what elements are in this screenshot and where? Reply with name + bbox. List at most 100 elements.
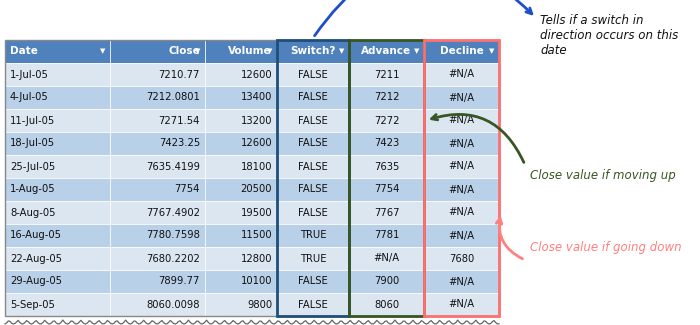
Bar <box>349 178 424 201</box>
Bar <box>424 224 499 247</box>
Text: 7680: 7680 <box>449 254 474 264</box>
Text: 10100: 10100 <box>241 277 272 287</box>
Text: 20500: 20500 <box>241 185 272 194</box>
Bar <box>110 247 205 270</box>
Text: 7212.0801: 7212.0801 <box>146 93 200 102</box>
Bar <box>424 86 499 109</box>
Text: TRUE: TRUE <box>300 254 326 264</box>
Text: 5-Sep-05: 5-Sep-05 <box>10 300 55 309</box>
Text: 18-Jul-05: 18-Jul-05 <box>10 138 55 149</box>
Bar <box>110 201 205 224</box>
Text: 12600: 12600 <box>240 138 272 149</box>
Text: #N/A: #N/A <box>449 70 475 80</box>
Text: FALSE: FALSE <box>298 300 328 309</box>
Bar <box>349 270 424 293</box>
Text: 7781: 7781 <box>374 230 399 240</box>
Text: Close: Close <box>168 46 200 57</box>
Bar <box>277 178 349 201</box>
Bar <box>110 109 205 132</box>
Text: 7211: 7211 <box>374 70 399 80</box>
Bar <box>110 40 205 63</box>
Text: 7423: 7423 <box>374 138 399 149</box>
Bar <box>205 270 277 293</box>
Bar <box>5 132 110 155</box>
Text: 1-Aug-05: 1-Aug-05 <box>10 185 55 194</box>
Bar <box>424 293 499 316</box>
Text: 13400: 13400 <box>241 93 272 102</box>
Bar <box>277 155 349 178</box>
Text: Advance: Advance <box>361 46 412 57</box>
Text: 18100: 18100 <box>241 162 272 172</box>
Bar <box>424 40 499 316</box>
Bar <box>349 247 424 270</box>
Bar <box>5 201 110 224</box>
Bar <box>277 63 349 86</box>
Text: FALSE: FALSE <box>298 277 328 287</box>
Text: 7635: 7635 <box>374 162 399 172</box>
Bar <box>424 201 499 224</box>
Text: TRUE: TRUE <box>300 230 326 240</box>
Text: #N/A: #N/A <box>449 300 475 309</box>
Bar <box>110 178 205 201</box>
Bar <box>277 86 349 109</box>
Bar <box>110 270 205 293</box>
Bar <box>424 155 499 178</box>
Text: 12800: 12800 <box>241 254 272 264</box>
Text: 11500: 11500 <box>240 230 272 240</box>
Text: FALSE: FALSE <box>298 162 328 172</box>
Text: Tells if a switch in
direction occurs on this
date: Tells if a switch in direction occurs on… <box>540 14 678 57</box>
Bar <box>110 86 205 109</box>
Bar <box>5 178 110 201</box>
Text: 11-Jul-05: 11-Jul-05 <box>10 115 55 125</box>
Bar <box>110 63 205 86</box>
Bar <box>5 40 499 316</box>
Bar <box>349 201 424 224</box>
Bar <box>205 178 277 201</box>
Text: 9800: 9800 <box>247 300 272 309</box>
Bar <box>349 155 424 178</box>
Text: 8060.0098: 8060.0098 <box>146 300 200 309</box>
Bar <box>110 224 205 247</box>
Bar <box>5 247 110 270</box>
Bar <box>205 132 277 155</box>
Text: #N/A: #N/A <box>449 138 475 149</box>
Bar <box>5 293 110 316</box>
Bar <box>5 40 110 63</box>
Bar <box>205 86 277 109</box>
Bar <box>5 155 110 178</box>
Text: 7272: 7272 <box>374 115 399 125</box>
Bar <box>349 132 424 155</box>
Text: 7635.4199: 7635.4199 <box>146 162 200 172</box>
Text: ▼: ▼ <box>267 48 273 55</box>
Text: 16-Aug-05: 16-Aug-05 <box>10 230 62 240</box>
Text: 7900: 7900 <box>374 277 399 287</box>
Text: 7210.77: 7210.77 <box>159 70 200 80</box>
Text: ▼: ▼ <box>489 48 495 55</box>
Bar <box>424 40 499 63</box>
Bar <box>277 270 349 293</box>
Bar <box>277 40 349 63</box>
Text: ▼: ▼ <box>414 48 420 55</box>
Text: FALSE: FALSE <box>298 70 328 80</box>
Text: FALSE: FALSE <box>298 207 328 217</box>
Text: #N/A: #N/A <box>449 162 475 172</box>
Bar <box>205 63 277 86</box>
Bar <box>424 132 499 155</box>
Bar <box>424 63 499 86</box>
Text: Switch?: Switch? <box>290 46 336 57</box>
Text: 19500: 19500 <box>240 207 272 217</box>
Bar <box>205 109 277 132</box>
Bar <box>424 178 499 201</box>
Bar <box>205 40 277 63</box>
Text: #N/A: #N/A <box>449 185 475 194</box>
Bar <box>424 109 499 132</box>
Bar <box>110 155 205 178</box>
Text: #N/A: #N/A <box>373 254 400 264</box>
Bar <box>110 132 205 155</box>
Bar <box>349 40 424 63</box>
Bar <box>277 201 349 224</box>
Text: 7271.54: 7271.54 <box>159 115 200 125</box>
Text: #N/A: #N/A <box>449 115 475 125</box>
Text: 7767: 7767 <box>374 207 399 217</box>
Text: Volume: Volume <box>228 46 272 57</box>
